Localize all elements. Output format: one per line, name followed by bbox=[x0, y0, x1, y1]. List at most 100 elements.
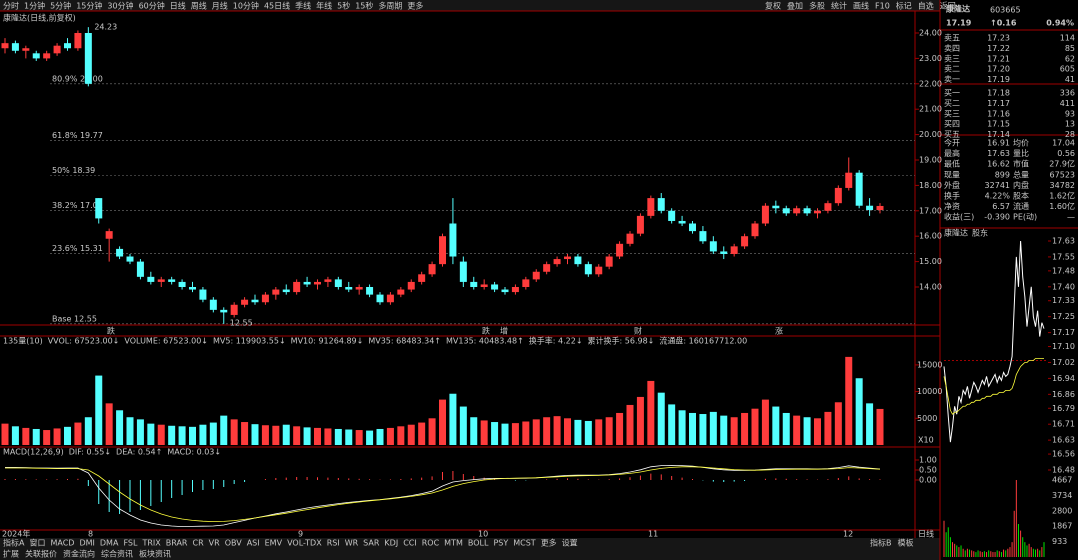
macd-tick-label: 1.00 bbox=[919, 456, 937, 465]
tool-button[interactable]: 画线 bbox=[853, 1, 869, 11]
price-tick-label: 19.00 bbox=[919, 156, 942, 165]
indicator-tab[interactable]: VR bbox=[209, 539, 220, 548]
period-tab[interactable]: 1分钟 bbox=[24, 1, 45, 11]
indicator-tab[interactable]: WR bbox=[345, 539, 359, 548]
indicator-tab[interactable]: EMV bbox=[265, 539, 283, 548]
indicator-tab[interactable]: MTM bbox=[444, 539, 463, 548]
book-label: 买一 bbox=[944, 89, 960, 98]
info-link[interactable]: 板块资讯 bbox=[139, 549, 171, 559]
indicator-tab[interactable]: SAR bbox=[363, 539, 380, 548]
intraday-tick-label: 16.79 bbox=[1052, 404, 1075, 413]
panel-tab[interactable]: 股东 bbox=[972, 228, 988, 238]
indicator-tab[interactable]: PSY bbox=[493, 539, 508, 548]
tool-button[interactable]: 叠加 bbox=[787, 1, 803, 11]
period-tab[interactable]: 15分钟 bbox=[76, 1, 102, 11]
event-tag: 跌 bbox=[107, 326, 115, 336]
book-label: 卖三 bbox=[944, 54, 960, 63]
info-link[interactable]: 资金流向 bbox=[63, 549, 95, 559]
volume-bar bbox=[189, 426, 196, 445]
candle-body bbox=[241, 299, 249, 305]
indicator-tab[interactable]: ASI bbox=[247, 539, 260, 548]
event-tag: 增 bbox=[500, 326, 508, 336]
candle-body bbox=[324, 279, 332, 282]
tool-button[interactable]: 多股 bbox=[809, 1, 825, 11]
indicator-tab[interactable]: DMI bbox=[79, 539, 94, 548]
indicator-tab[interactable]: 设置 bbox=[562, 538, 578, 548]
indicator-tab[interactable]: ROC bbox=[422, 539, 440, 548]
period-tab[interactable]: 多周期 bbox=[378, 1, 402, 11]
candle-body bbox=[376, 294, 384, 303]
change-percent: 0.94% bbox=[1046, 19, 1074, 28]
intraday-avg-line bbox=[943, 358, 1044, 415]
info-link[interactable]: 关联报价 bbox=[25, 549, 57, 559]
macd-tick-label: 0.00 bbox=[919, 476, 937, 485]
volume-bar bbox=[386, 427, 394, 445]
candle-body bbox=[230, 304, 238, 315]
candle-body bbox=[834, 187, 842, 204]
period-tab[interactable]: 10分钟 bbox=[233, 1, 259, 11]
book-price: 17.14 bbox=[987, 130, 1010, 139]
indicator-tab[interactable]: 指标A bbox=[3, 538, 25, 548]
indicator-tab[interactable]: 模板 bbox=[898, 538, 914, 548]
indicator-tab[interactable]: VOL-TDX bbox=[287, 539, 322, 548]
period-tab[interactable]: 5分钟 bbox=[50, 1, 71, 11]
candle-body bbox=[293, 281, 301, 293]
tool-button[interactable]: 标记 bbox=[896, 1, 912, 11]
indicator-tab[interactable]: BRAR bbox=[166, 539, 188, 548]
candle-body bbox=[668, 210, 676, 221]
period-tab[interactable]: 日线 bbox=[170, 1, 186, 11]
fib-label: 23.6% 15.31 bbox=[52, 244, 103, 253]
indicator-tab[interactable]: CCI bbox=[403, 539, 417, 548]
period-tab[interactable]: 60分钟 bbox=[139, 1, 165, 11]
indicator-tab[interactable]: DMA bbox=[100, 539, 119, 548]
indicator-tab[interactable]: TRIX bbox=[141, 539, 161, 548]
indicator-tab[interactable]: 窗口 bbox=[29, 538, 45, 548]
tool-button[interactable]: 返回 bbox=[940, 2, 956, 11]
period-tab[interactable]: 5秒 bbox=[337, 1, 350, 11]
macd-title: DIF: 0.55↓ bbox=[69, 448, 111, 457]
stat-label: 流通 bbox=[1013, 201, 1029, 211]
period-tab[interactable]: 月线 bbox=[212, 1, 228, 11]
period-tab[interactable]: 15秒 bbox=[355, 1, 373, 11]
indicator-tab[interactable]: 指标B bbox=[870, 538, 892, 548]
tool-button[interactable]: 复权 bbox=[765, 1, 781, 11]
indicator-tab[interactable]: OBV bbox=[225, 539, 243, 548]
indicator-tab[interactable]: MACD bbox=[50, 539, 74, 548]
period-tab[interactable]: 周线 bbox=[191, 1, 207, 11]
indicator-tab[interactable]: MCST bbox=[513, 539, 536, 548]
book-label: 卖一 bbox=[944, 75, 960, 84]
price-tick-label: 17.00 bbox=[919, 206, 942, 215]
period-tab[interactable]: 年线 bbox=[316, 1, 332, 11]
indicator-tab[interactable]: 更多 bbox=[541, 538, 557, 548]
info-link[interactable]: 综合资讯 bbox=[101, 549, 133, 559]
tool-button[interactable]: 统计 bbox=[831, 1, 847, 11]
period-tab[interactable]: 更多 bbox=[407, 1, 423, 11]
stat-value: 32741 bbox=[985, 181, 1010, 190]
period-tab[interactable]: 30分钟 bbox=[107, 1, 133, 11]
price-tick-label: 15.00 bbox=[919, 257, 942, 266]
indicator-tab[interactable]: FSL bbox=[123, 539, 138, 548]
date-label: 8 bbox=[88, 530, 93, 539]
stock-name: 康隆达 bbox=[946, 4, 970, 14]
info-link[interactable]: 扩展 bbox=[3, 549, 19, 559]
candle-body bbox=[824, 203, 832, 211]
period-tab[interactable]: 45日线 bbox=[264, 1, 290, 11]
tool-button[interactable]: F10 bbox=[875, 2, 890, 11]
volume-title: 流通盘: 160167712.00 bbox=[659, 336, 747, 346]
panel-tab[interactable]: 康隆达 bbox=[944, 228, 968, 238]
candle-body bbox=[793, 208, 801, 214]
stat-value: 6.57 bbox=[992, 202, 1010, 211]
indicator-tab[interactable]: RSI bbox=[327, 539, 340, 548]
tool-button[interactable]: 自选 bbox=[918, 1, 934, 11]
book-price: 17.22 bbox=[987, 44, 1010, 53]
indicator-tab[interactable]: KDJ bbox=[384, 539, 398, 548]
candle-body bbox=[32, 53, 40, 59]
period-tab[interactable]: 季线 bbox=[295, 1, 311, 11]
candle-body bbox=[532, 271, 540, 280]
volume-title: MV10: 91264.89↓ bbox=[291, 337, 364, 346]
period-tab[interactable]: 分时 bbox=[3, 1, 19, 11]
volume-bar bbox=[845, 356, 853, 445]
candle-body bbox=[709, 241, 717, 252]
indicator-tab[interactable]: BOLL bbox=[468, 539, 489, 548]
indicator-tab[interactable]: CR bbox=[193, 539, 205, 548]
